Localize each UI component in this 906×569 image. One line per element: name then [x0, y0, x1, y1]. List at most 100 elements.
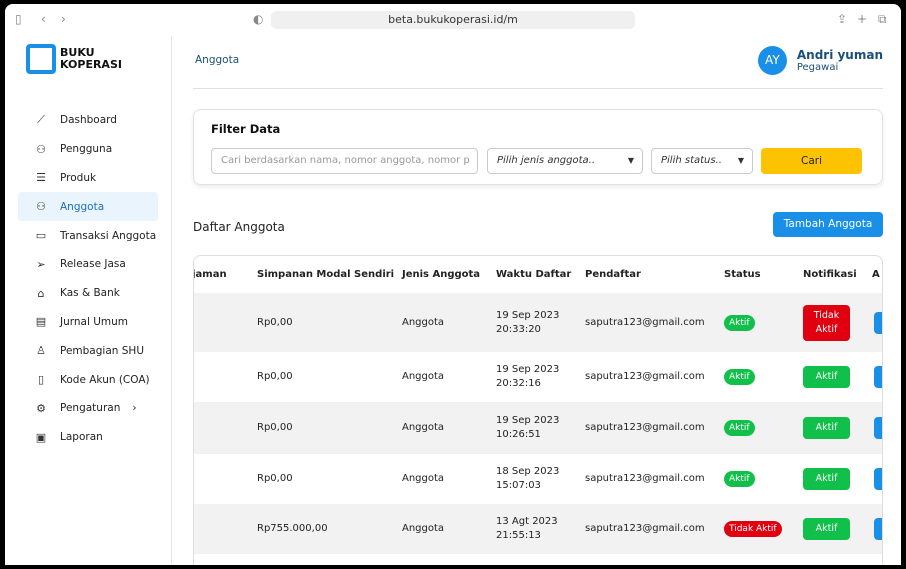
jenis-anggota-select[interactable]: Pilih jenis anggota.. ▼	[487, 148, 643, 174]
user-menu[interactable]: AY Andri yuman Pegawai	[757, 46, 883, 75]
forward-icon[interactable]: ›	[61, 12, 66, 26]
sidebar-item-dashboard[interactable]: ⟋ Dashboard	[18, 106, 158, 135]
table-row: Rp0,00 Anggota 18 Sep 2023 15:07:03 saput…	[194, 454, 882, 504]
sidebar-toggle-icon[interactable]: ▯	[15, 12, 22, 26]
column-header[interactable]: Simpanan Modal Sendiri	[257, 268, 395, 280]
sidebar-item-pembagian-shu[interactable]: ♙ Pembagian SHU	[18, 336, 158, 365]
date: 19 Sep 2023	[496, 309, 560, 321]
notification-toggle-button[interactable]: Aktif	[803, 468, 850, 490]
user-name: Andri yuman	[796, 48, 883, 62]
time: 20:32:16	[496, 378, 541, 389]
waktu-cell: 19 Sep 2023 20:32:16	[496, 363, 559, 391]
sidebar-item-transaksi-anggota[interactable]: ▭ Transaksi Anggota	[18, 221, 158, 250]
clipboard-icon: ▯	[37, 373, 45, 387]
search-button[interactable]: Cari	[761, 148, 862, 174]
jenis-cell: Anggota	[402, 422, 445, 433]
sidebar-item-label: Kode Akun (COA)	[60, 373, 150, 386]
table-row: Rp0,00 Anggota 19 Sep 2023 20:33:20 saput…	[194, 293, 882, 352]
column-header[interactable]: Pendaftar	[585, 268, 641, 280]
notification-toggle-button[interactable]: Aktif	[803, 366, 850, 388]
sidebar-item-label: Laporan	[60, 431, 103, 444]
date: 18 Sep 2023	[496, 466, 560, 477]
browser-toolbar: ▯ ‹ › ◐ beta.bukukoperasi.id/m ⇪ + ⧉	[5, 4, 901, 36]
table-row: Rp755.000,00 Anggota 13 Agt 2023 21:55:13…	[194, 504, 882, 554]
sidebar-item-kas-bank[interactable]: ⌂ Kas & Bank	[18, 279, 158, 308]
status-select[interactable]: Pilih status.. ▼	[651, 148, 753, 174]
status-badge: Aktif	[724, 471, 755, 487]
jenis-cell: Anggota	[402, 523, 445, 534]
simpanan-cell: Rp755.000,00	[257, 523, 328, 534]
simpanan-cell: Rp0,00	[257, 422, 293, 433]
chart-line-icon: ⟋	[37, 113, 45, 127]
tabs-icon[interactable]: ⧉	[878, 12, 887, 26]
sidebar-item-produk[interactable]: ☰ Produk	[18, 164, 158, 193]
sidebar-item-pengaturan[interactable]: ⚙ Pengaturan ›	[18, 394, 158, 423]
notification-toggle-button[interactable]: Aktif	[803, 417, 850, 439]
column-header[interactable]: Status	[724, 268, 761, 280]
sidebar-item-jurnal-umum[interactable]: ▤ Jurnal Umum	[18, 308, 158, 337]
simpanan-cell: Rp0,00	[257, 473, 293, 484]
table-row: Rp0,00 Anggota 19 Sep 2023 20:32:16 saput…	[194, 352, 882, 402]
status-badge: Aktif	[724, 420, 755, 436]
column-header[interactable]: Jenis Anggota	[402, 268, 481, 280]
action-button[interactable]	[874, 468, 882, 490]
share-icon[interactable]: ⇪	[837, 12, 848, 26]
action-button[interactable]	[874, 518, 882, 540]
pendaftar-cell: saputra123@gmail.com	[585, 422, 705, 433]
sidebar-item-anggota[interactable]: ⚇ Anggota	[18, 192, 158, 222]
column-header[interactable]: Waktu Daftar	[496, 268, 572, 280]
sidebar-item-laporan[interactable]: ▣ Laporan	[18, 423, 158, 452]
jenis-cell: Anggota	[402, 371, 445, 382]
column-header[interactable]: A	[872, 268, 880, 280]
chevron-down-icon: ▼	[627, 156, 634, 165]
users-gear-icon: ⚇	[36, 142, 46, 156]
jenis-placeholder: Pilih jenis anggota..	[497, 155, 596, 166]
report-icon: ▣	[35, 430, 47, 444]
sidebar-item-kode-akun-coa[interactable]: ▯ Kode Akun (COA)	[18, 365, 158, 394]
simpanan-cell: Rp0,00	[257, 371, 293, 382]
pendaftar-cell: saputra123@gmail.com	[585, 473, 705, 484]
chevron-down-icon: ▼	[737, 156, 744, 165]
list-icon: ☰	[36, 171, 46, 185]
main-content: Anggota AY Andri yuman Pegawai Filter Dat…	[193, 36, 883, 565]
chevron-right-icon: ›	[132, 402, 137, 415]
notification-toggle-button[interactable]: Aktif	[803, 518, 850, 540]
jenis-cell: Anggota	[402, 473, 445, 484]
date: 13 Agt 2023	[496, 516, 558, 527]
column-header[interactable]: njaman	[193, 268, 227, 280]
new-tab-icon[interactable]: +	[857, 12, 868, 26]
shield-icon[interactable]: ◐	[253, 12, 264, 26]
address-bar[interactable]: beta.bukukoperasi.id/m	[271, 11, 635, 29]
logo-mark-icon	[26, 44, 56, 74]
sidebar-item-pengguna[interactable]: ⚇ Pengguna	[18, 135, 158, 164]
add-member-button[interactable]: Tambah Anggota	[773, 212, 883, 237]
waktu-cell: 19 Sep 2023 20:33:20	[496, 309, 559, 337]
date: 19 Sep 2023	[496, 415, 560, 426]
search-input[interactable]: Cari berdasarkan nama, nomor anggota, no…	[211, 148, 478, 174]
browser-window: ▯ ‹ › ◐ beta.bukukoperasi.id/m ⇪ + ⧉ BUK…	[5, 4, 901, 565]
date: 19 Sep 2023	[496, 364, 560, 375]
action-button[interactable]	[874, 366, 882, 388]
sidebar: BUKU KOPERASI ⟋ Dashboard ⚇ Pengguna ☰ Produk ⚇…	[5, 36, 172, 565]
action-button[interactable]	[874, 417, 882, 439]
notification-toggle-button[interactable]: Tidak Aktif	[803, 304, 850, 341]
pendaftar-cell: saputra123@gmail.com	[585, 371, 705, 382]
sidebar-item-label: Pembagian SHU	[60, 344, 144, 357]
sidebar-item-label: Pengaturan	[60, 402, 121, 415]
members-table: njaman Simpanan Modal Sendiri Jenis Anggot…	[193, 255, 883, 565]
logo[interactable]: BUKU KOPERASI	[26, 44, 122, 74]
column-header[interactable]: Notifikasi	[803, 268, 857, 280]
url-text: beta.bukukoperasi.id/m	[388, 13, 518, 26]
breadcrumb[interactable]: Anggota	[195, 54, 240, 66]
filter-panel: Filter Data Cari berdasarkan nama, nomor…	[193, 109, 883, 185]
back-icon[interactable]: ‹	[41, 12, 46, 26]
filter-title: Filter Data	[211, 122, 281, 136]
time: 10:26:51	[496, 429, 541, 440]
waktu-cell: 18 Sep 2023 15:07:03	[496, 465, 559, 493]
sidebar-item-label: Pengguna	[60, 143, 113, 156]
action-button[interactable]	[874, 311, 882, 334]
logo-text-1: BUKU	[60, 46, 95, 59]
sidebar-item-label: Transaksi Anggota	[60, 229, 157, 242]
time: 21:55:13	[496, 530, 541, 541]
sidebar-item-release-jasa[interactable]: ➢ Release Jasa	[18, 250, 158, 279]
